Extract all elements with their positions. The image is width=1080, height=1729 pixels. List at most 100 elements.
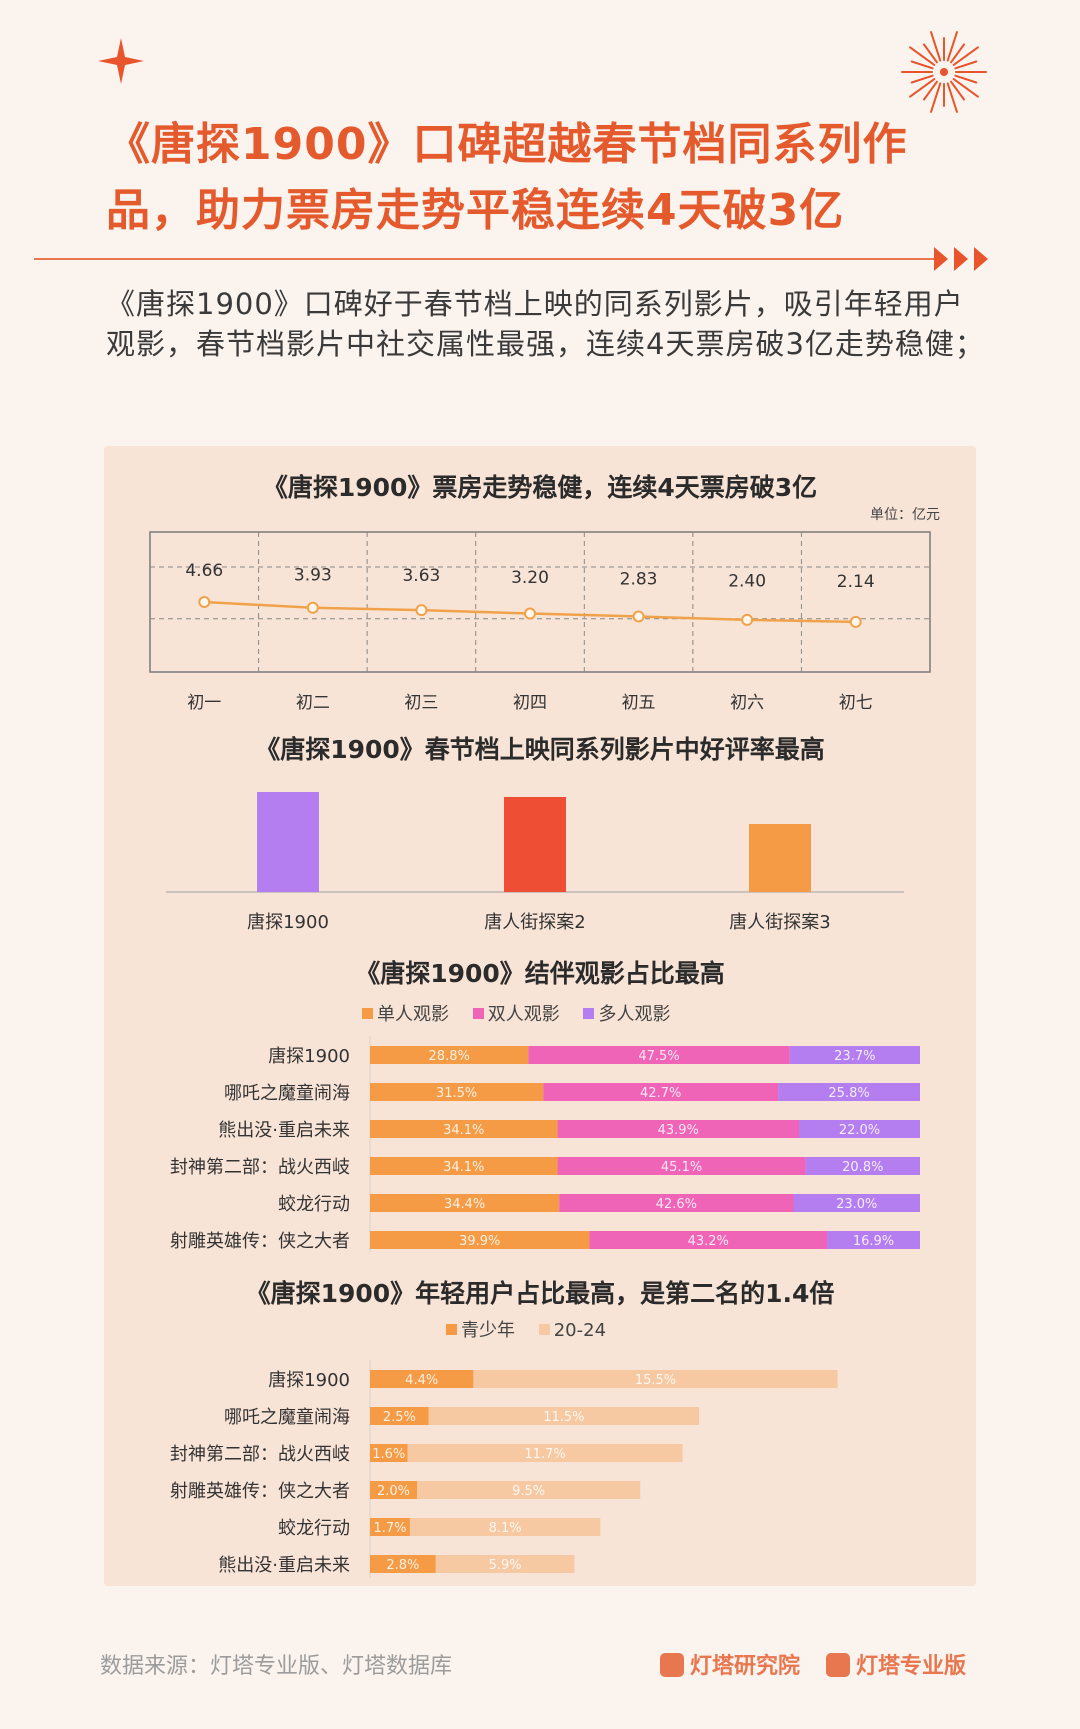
burst-ray xyxy=(923,43,938,64)
legend-single: 单人观影 xyxy=(362,1004,449,1025)
line-chart-title: 《唐探1900》票房走势稳健，连续4天票房破3亿 xyxy=(262,473,818,502)
segment-label: 2.8% xyxy=(386,1558,419,1573)
rating-bar-chart: 唐探1900 唐人街探案2 唐人街探案3 xyxy=(166,792,904,933)
stacked-segment xyxy=(370,1407,429,1425)
x-tick-label: 初五 xyxy=(622,693,656,713)
burst-ray xyxy=(950,80,965,101)
burst-ray xyxy=(910,74,934,84)
data-point xyxy=(306,601,319,614)
title-divider xyxy=(34,258,934,260)
stacked-segment xyxy=(370,1231,590,1249)
data-label: 2.14 xyxy=(837,572,875,592)
category-label: 射雕英雄传：侠之大者 xyxy=(170,1481,350,1502)
category-label: 蛟龙行动 xyxy=(278,1518,350,1539)
legend-teen: 青少年 xyxy=(446,1320,515,1341)
burst-ray xyxy=(930,31,942,62)
segment-label: 11.7% xyxy=(524,1447,565,1462)
segment-label: 25.8% xyxy=(828,1086,869,1101)
x-tick-label: 唐探1900 xyxy=(247,912,329,933)
data-point xyxy=(198,596,211,609)
burst-ray xyxy=(909,46,936,66)
segment-label: 23.7% xyxy=(834,1049,875,1064)
segment-label: 1.7% xyxy=(373,1521,406,1536)
segment-label: 2.5% xyxy=(383,1410,416,1425)
stacked-segment xyxy=(543,1083,779,1101)
stacked-segment xyxy=(827,1231,920,1249)
x-tick-label: 初二 xyxy=(296,693,330,713)
line-chart-unit: 单位：亿元 xyxy=(870,507,940,523)
segment-label: 16.9% xyxy=(853,1234,894,1249)
legend-double: 双人观影 xyxy=(472,1004,560,1025)
segment-label: 34.1% xyxy=(443,1123,484,1138)
segment-label: 4.4% xyxy=(405,1373,438,1388)
burst-center xyxy=(940,68,948,76)
rating-bar xyxy=(504,797,566,892)
x-tick-label: 唐人街探案3 xyxy=(729,912,830,933)
category-label: 哪吒之魔童闹海 xyxy=(224,1083,350,1104)
category-label: 封神第二部：战火西岐 xyxy=(170,1444,350,1465)
age-legend: 青少年 20-24 xyxy=(446,1316,624,1342)
segment-label: 31.5% xyxy=(436,1086,477,1101)
dengta-pro-logo-icon xyxy=(826,1653,850,1677)
stacked-segment xyxy=(435,1555,575,1573)
data-label: 4.66 xyxy=(185,561,223,581)
stacked-segment xyxy=(370,1194,560,1212)
category-label: 哪吒之魔童闹海 xyxy=(224,1407,350,1428)
stacked-segment xyxy=(557,1120,799,1138)
stacked-segment xyxy=(370,1120,558,1138)
legend-young: 20-24 xyxy=(538,1320,606,1341)
x-tick-label: 初一 xyxy=(187,693,221,713)
segment-label: 2.0% xyxy=(377,1484,410,1499)
burst-ray xyxy=(923,80,938,101)
stacked-segment xyxy=(407,1444,683,1462)
segment-label: 43.2% xyxy=(688,1234,729,1249)
rating-bar xyxy=(749,824,811,892)
stacked-segment xyxy=(370,1157,558,1175)
legend-multi: 多人观影 xyxy=(583,1004,670,1025)
category-label: 封神第二部：战火西岐 xyxy=(170,1157,350,1178)
companion-stacked-bar-chart: 唐探1900 28.8% 47.5% 23.7% 哪吒之魔童闹海 31.5% 42.7% 25… xyxy=(170,1036,920,1252)
stacked-segment xyxy=(370,1518,410,1536)
burst-ray xyxy=(952,46,979,66)
data-label: 3.63 xyxy=(402,566,440,586)
stacked-segment xyxy=(559,1194,794,1212)
stacked-segment xyxy=(805,1157,920,1175)
category-label: 射雕英雄传：侠之大者 xyxy=(170,1231,350,1252)
data-label: 3.20 xyxy=(511,568,549,588)
stacked-segment xyxy=(428,1407,699,1425)
rating-bar xyxy=(257,792,319,892)
stacked-segment xyxy=(417,1481,641,1499)
category-label: 蛟龙行动 xyxy=(278,1194,350,1215)
triple-arrow-icon xyxy=(934,247,988,271)
stacked-segment xyxy=(370,1083,544,1101)
stacked-segment xyxy=(778,1083,920,1101)
sparkle-star-icon xyxy=(98,38,144,84)
stacked-segment xyxy=(370,1444,408,1462)
box-office-line-chart: 4.66 初一 3.93 初二 3.63 初三 3.20 初四 2.83 初五 2.40 初六 2.14… xyxy=(149,531,931,713)
data-point xyxy=(849,615,862,628)
firework-burst-icon xyxy=(901,31,987,113)
data-point xyxy=(741,613,754,626)
x-tick-label: 初四 xyxy=(513,693,547,713)
segment-label: 5.9% xyxy=(489,1558,522,1573)
burst-ray xyxy=(954,60,978,70)
segment-label: 22.0% xyxy=(839,1123,880,1138)
stacked-segment xyxy=(793,1194,920,1212)
segment-label: 23.0% xyxy=(836,1197,877,1212)
segment-label: 42.6% xyxy=(656,1197,697,1212)
stacked-segment xyxy=(789,1046,920,1064)
burst-ray xyxy=(930,82,942,113)
stacked-segment xyxy=(370,1481,417,1499)
category-label: 唐探1900 xyxy=(268,1046,350,1067)
companion-chart-title: 《唐探1900》结伴观影占比最高 xyxy=(355,959,725,988)
category-label: 熊出没·重启未来 xyxy=(218,1555,350,1576)
stacked-segment xyxy=(370,1046,529,1064)
stacked-segment xyxy=(409,1518,601,1536)
charts-panel xyxy=(104,446,976,1586)
companion-legend: 单人观影 双人观影 多人观影 xyxy=(362,1000,688,1026)
x-tick-label: 初六 xyxy=(730,693,764,713)
burst-ray xyxy=(954,74,978,84)
rating-chart-title: 《唐探1900》春节档上映同系列影片中好评率最高 xyxy=(255,735,825,764)
data-source-note: 数据来源：灯塔专业版、灯塔数据库 xyxy=(100,1654,453,1679)
